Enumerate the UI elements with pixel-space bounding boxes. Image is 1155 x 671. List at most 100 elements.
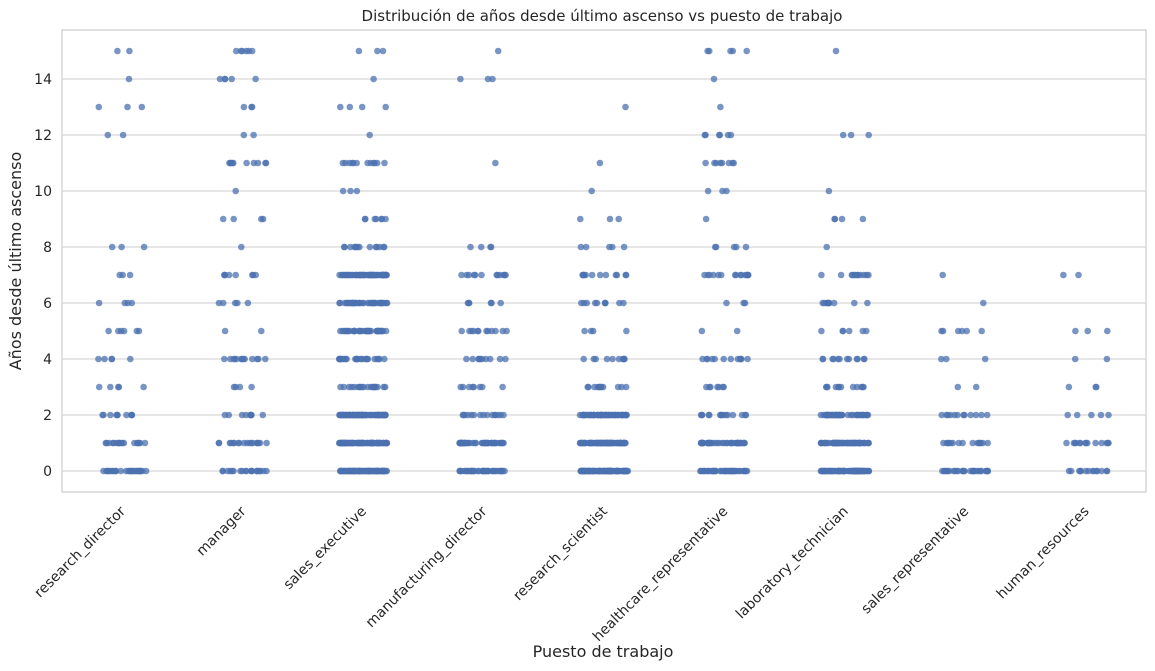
data-point bbox=[381, 411, 389, 419]
data-point bbox=[724, 411, 732, 419]
data-point bbox=[369, 271, 376, 279]
data-point bbox=[498, 439, 506, 447]
data-point bbox=[238, 355, 245, 363]
data-point bbox=[240, 103, 248, 111]
data-point bbox=[593, 299, 601, 307]
data-point bbox=[845, 327, 853, 335]
data-point bbox=[492, 159, 499, 167]
data-point bbox=[967, 467, 974, 475]
data-point bbox=[711, 355, 718, 363]
data-point bbox=[258, 215, 265, 223]
data-point bbox=[959, 467, 967, 475]
data-point bbox=[350, 299, 358, 307]
data-point bbox=[105, 327, 112, 335]
data-point bbox=[1072, 327, 1079, 335]
data-point bbox=[345, 439, 352, 447]
data-point bbox=[339, 187, 347, 195]
data-point bbox=[702, 159, 709, 167]
data-point bbox=[346, 159, 353, 167]
data-point bbox=[242, 411, 250, 419]
data-point bbox=[232, 383, 239, 391]
data-point bbox=[488, 299, 495, 307]
data-point bbox=[494, 411, 502, 419]
x-tick-label: sales_executive bbox=[281, 504, 370, 593]
data-point bbox=[721, 467, 729, 475]
data-point bbox=[378, 215, 385, 223]
data-point bbox=[978, 411, 985, 419]
data-point bbox=[706, 383, 713, 391]
data-point bbox=[372, 411, 379, 419]
data-point bbox=[361, 271, 368, 279]
data-point bbox=[584, 383, 591, 391]
data-point bbox=[978, 327, 985, 335]
data-point bbox=[476, 383, 484, 391]
data-point bbox=[578, 439, 585, 447]
data-point bbox=[735, 439, 742, 447]
data-point bbox=[469, 355, 477, 363]
data-point bbox=[849, 271, 856, 279]
data-point bbox=[364, 411, 372, 419]
data-point bbox=[341, 299, 349, 307]
data-point bbox=[1098, 467, 1105, 475]
data-point bbox=[700, 467, 707, 475]
data-point bbox=[240, 439, 248, 447]
data-point bbox=[342, 327, 349, 335]
data-point bbox=[125, 75, 133, 83]
data-point bbox=[1067, 467, 1075, 475]
data-point bbox=[859, 215, 867, 223]
data-point bbox=[1103, 355, 1111, 363]
data-point bbox=[464, 299, 472, 307]
data-point bbox=[355, 439, 363, 447]
data-point bbox=[230, 467, 237, 475]
data-point bbox=[854, 467, 861, 475]
data-point bbox=[864, 299, 871, 307]
data-point bbox=[477, 243, 485, 251]
data-point bbox=[620, 355, 627, 363]
data-point bbox=[733, 327, 741, 335]
data-point bbox=[355, 327, 363, 335]
data-point bbox=[720, 355, 727, 363]
data-point bbox=[623, 327, 630, 335]
data-point bbox=[228, 75, 235, 83]
data-point bbox=[578, 467, 585, 475]
data-point bbox=[609, 355, 616, 363]
data-point bbox=[863, 467, 870, 475]
data-point bbox=[586, 411, 593, 419]
data-point bbox=[130, 467, 137, 475]
x-tick-label: human_resources bbox=[994, 504, 1093, 603]
data-point bbox=[262, 355, 269, 363]
data-point bbox=[487, 243, 495, 251]
data-point bbox=[740, 299, 747, 307]
data-point bbox=[717, 103, 724, 111]
data-point bbox=[829, 411, 837, 419]
data-point bbox=[136, 467, 144, 475]
data-point bbox=[843, 439, 850, 447]
data-point bbox=[215, 439, 223, 447]
data-point bbox=[370, 299, 377, 307]
data-point bbox=[219, 215, 227, 223]
data-point bbox=[980, 299, 987, 307]
data-point bbox=[839, 327, 846, 335]
data-point bbox=[249, 271, 256, 279]
data-point bbox=[358, 103, 366, 111]
data-point bbox=[831, 215, 838, 223]
data-point bbox=[336, 299, 343, 307]
data-point bbox=[259, 411, 267, 419]
data-point bbox=[119, 271, 126, 279]
data-point bbox=[221, 355, 228, 363]
data-point bbox=[864, 439, 872, 447]
data-point bbox=[345, 271, 353, 279]
data-point bbox=[602, 271, 610, 279]
data-point bbox=[608, 439, 616, 447]
data-point bbox=[353, 187, 361, 195]
data-point bbox=[622, 383, 630, 391]
data-point bbox=[730, 243, 738, 251]
data-point bbox=[615, 355, 623, 363]
data-point bbox=[107, 411, 114, 419]
data-point bbox=[578, 299, 585, 307]
data-point bbox=[711, 243, 719, 251]
data-point bbox=[727, 355, 735, 363]
data-point bbox=[347, 243, 354, 251]
data-point bbox=[606, 243, 613, 251]
data-point bbox=[597, 383, 605, 391]
